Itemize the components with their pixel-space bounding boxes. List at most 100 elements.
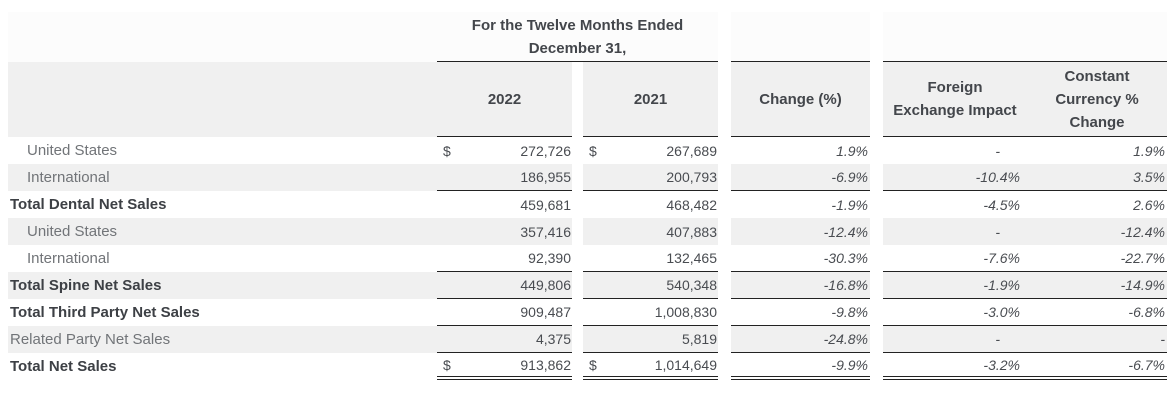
period-line-2: December 31,	[528, 39, 627, 57]
currency-symbol: $	[589, 142, 597, 159]
fx-cc-group-spacer	[883, 12, 1167, 62]
cc-value: 3.5%	[1027, 164, 1167, 191]
table-row: Total Third Party Net Sales 909,487 1,00…	[8, 299, 1167, 326]
row-label: International	[8, 164, 437, 191]
value-2022: $272,726	[437, 137, 572, 164]
column-gap	[718, 272, 731, 299]
change-value: -16.8%	[731, 272, 870, 299]
value-2022: 909,487	[437, 299, 572, 326]
value-2021: 468,482	[666, 196, 717, 213]
column-gap	[870, 326, 883, 353]
change-value: -30.3%	[731, 245, 870, 272]
row-label: United States	[8, 218, 437, 245]
value-2021: 540,348	[583, 272, 718, 299]
row-label: Total Dental Net Sales	[10, 196, 167, 213]
column-gap	[572, 62, 583, 137]
value-2022: 92,390	[437, 245, 572, 272]
column-gap	[572, 272, 583, 299]
amount-2022: 913,862	[520, 356, 571, 373]
change-value: -1.9%	[831, 196, 868, 213]
header-row-columns: 2022 2021 Change (%) Foreign Exchange Im…	[8, 62, 1167, 137]
column-gap	[718, 299, 731, 326]
row-label: Total Net Sales	[10, 358, 117, 375]
header-row-period: For the Twelve Months Ended December 31,	[8, 12, 1167, 62]
col-header-change: Change (%)	[731, 62, 870, 137]
col-header-constant-currency: Constant Currency % Change	[1027, 62, 1167, 137]
column-gap	[572, 326, 583, 353]
cc-value: 1.9%	[1133, 142, 1165, 159]
column-gap	[870, 12, 883, 62]
column-gap	[870, 191, 883, 218]
row-label: Total Third Party Net Sales	[10, 304, 200, 321]
header-spacer	[8, 62, 437, 137]
row-label: Total Spine Net Sales	[8, 272, 437, 299]
table-row: Total Dental Net Sales 459,681 468,482 -…	[8, 191, 1167, 218]
column-gap	[572, 191, 583, 218]
amount-2022: 272,726	[520, 142, 571, 159]
value-2021: 132,465	[583, 245, 718, 272]
fx-value: -	[995, 142, 1000, 159]
column-gap	[870, 62, 883, 137]
table-row: Related Party Net Sales 4,375 5,819 -24.…	[8, 326, 1167, 353]
value-2022: $913,862	[437, 353, 572, 380]
period-line-1: For the Twelve Months Ended	[471, 16, 684, 34]
change-value: 1.9%	[836, 142, 868, 159]
cc-value: -	[1027, 326, 1167, 353]
column-gap	[718, 191, 731, 218]
column-gap	[572, 353, 583, 380]
value-2022: 4,375	[437, 326, 572, 353]
table-row: International 186,955 200,793 -6.9% -10.…	[8, 164, 1167, 191]
fx-value: -	[883, 326, 1027, 353]
table-row: United States $272,726 $267,689 1.9% - 1…	[8, 137, 1167, 164]
fx-value: -	[883, 218, 1027, 245]
row-label: Related Party Net Sales	[8, 326, 437, 353]
fx-value: -4.5%	[983, 196, 1020, 213]
header-spacer	[8, 12, 437, 62]
column-gap	[870, 164, 883, 191]
column-gap	[870, 218, 883, 245]
column-gap	[870, 272, 883, 299]
table-row: Total Spine Net Sales 449,806 540,348 -1…	[8, 272, 1167, 299]
column-gap	[718, 137, 731, 164]
value-2022: 357,416	[437, 218, 572, 245]
cc-value: 2.6%	[1133, 196, 1165, 213]
column-gap	[718, 164, 731, 191]
column-gap	[870, 299, 883, 326]
cc-value: -12.4%	[1027, 218, 1167, 245]
change-group-spacer	[731, 12, 870, 62]
change-value: -6.9%	[731, 164, 870, 191]
net-sales-table: For the Twelve Months Ended December 31,…	[8, 12, 1167, 380]
period-header: For the Twelve Months Ended December 31,	[437, 12, 718, 62]
value-2022: 459,681	[520, 196, 571, 213]
fx-value: -10.4%	[883, 164, 1027, 191]
table-row: United States 357,416 407,883 -12.4% - -…	[8, 218, 1167, 245]
change-value: -9.8%	[731, 299, 870, 326]
change-value: -9.9%	[731, 353, 870, 380]
col-header-foreign-exchange-label: Foreign Exchange Impact	[893, 79, 1017, 119]
fx-value: -3.2%	[883, 353, 1027, 380]
value-2021: $267,689	[583, 137, 718, 164]
value-2021: 200,793	[583, 164, 718, 191]
amount-2021: 1,014,649	[654, 356, 717, 373]
amount-2021: 267,689	[666, 142, 717, 159]
column-gap	[718, 326, 731, 353]
column-gap	[870, 137, 883, 164]
change-value: -24.8%	[731, 326, 870, 353]
fx-value: -1.9%	[883, 272, 1027, 299]
fx-value: -7.6%	[883, 245, 1027, 272]
column-gap	[572, 245, 583, 272]
col-header-2022: 2022	[437, 62, 572, 137]
column-gap	[718, 245, 731, 272]
currency-symbol: $	[443, 142, 451, 159]
table-row: Total Net Sales $913,862 $1,014,649 -9.9…	[8, 353, 1167, 380]
column-gap	[870, 353, 883, 380]
currency-symbol: $	[443, 356, 451, 373]
column-gap	[718, 12, 731, 62]
value-2021: 407,883	[583, 218, 718, 245]
column-gap	[572, 218, 583, 245]
value-2021: 5,819	[583, 326, 718, 353]
cc-value: -6.8%	[1027, 299, 1167, 326]
value-2022: 186,955	[437, 164, 572, 191]
value-2021: $1,014,649	[583, 353, 718, 380]
column-gap	[572, 299, 583, 326]
